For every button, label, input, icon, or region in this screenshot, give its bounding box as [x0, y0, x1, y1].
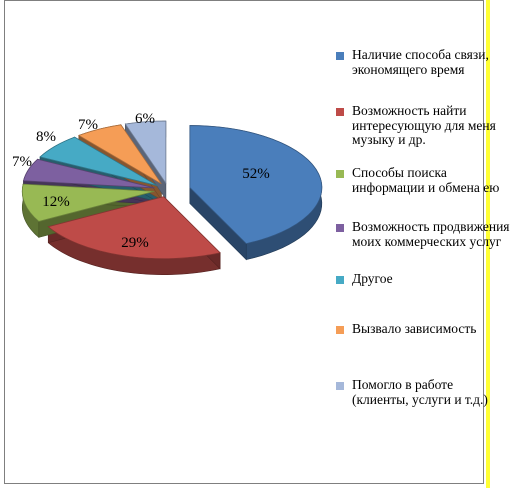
legend-swatch-6 — [336, 382, 344, 390]
legend-label-3: Возможность продвижения моих коммерчески… — [352, 219, 510, 249]
pie-data-label-2: 12% — [42, 194, 70, 210]
legend-swatch-0 — [336, 52, 344, 60]
legend-label-0: Наличие способа связи, экономящего время — [352, 47, 489, 77]
legend-swatch-1 — [336, 108, 344, 116]
legend-swatch-2 — [336, 170, 344, 178]
pie-slice-6 — [124, 120, 167, 185]
legend-label-1: Возможность найти интересующую для меня … — [352, 103, 496, 147]
pie-data-label-4: 8% — [36, 129, 56, 145]
pie-data-label-0: 52% — [242, 166, 270, 182]
page-edge-stripe — [486, 0, 490, 488]
pie-data-label-5: 7% — [78, 117, 98, 133]
pie-data-label-1: 29% — [121, 235, 149, 251]
pie-slice-5 — [77, 124, 162, 185]
legend-swatch-4 — [336, 276, 344, 284]
legend-swatch-5 — [336, 326, 344, 334]
legend-label-6: Помогло в работе (клиенты, услуги и т.д.… — [352, 377, 488, 407]
pie-data-label-3: 7% — [12, 154, 32, 170]
pie-data-label-6: 6% — [135, 111, 155, 127]
pie-slice-4 — [39, 136, 158, 186]
legend-label-2: Способы поиска информации и обмена ею — [352, 165, 500, 195]
pie-slice-2 — [21, 183, 155, 222]
pie-slice-1 — [47, 196, 221, 260]
pie-slice-0 — [189, 125, 323, 245]
legend-label-5: Вызвало зависимость — [352, 321, 477, 336]
legend-label-4: Другое — [352, 271, 393, 286]
legend-swatch-3 — [336, 224, 344, 232]
pie-slice-3 — [23, 158, 155, 189]
